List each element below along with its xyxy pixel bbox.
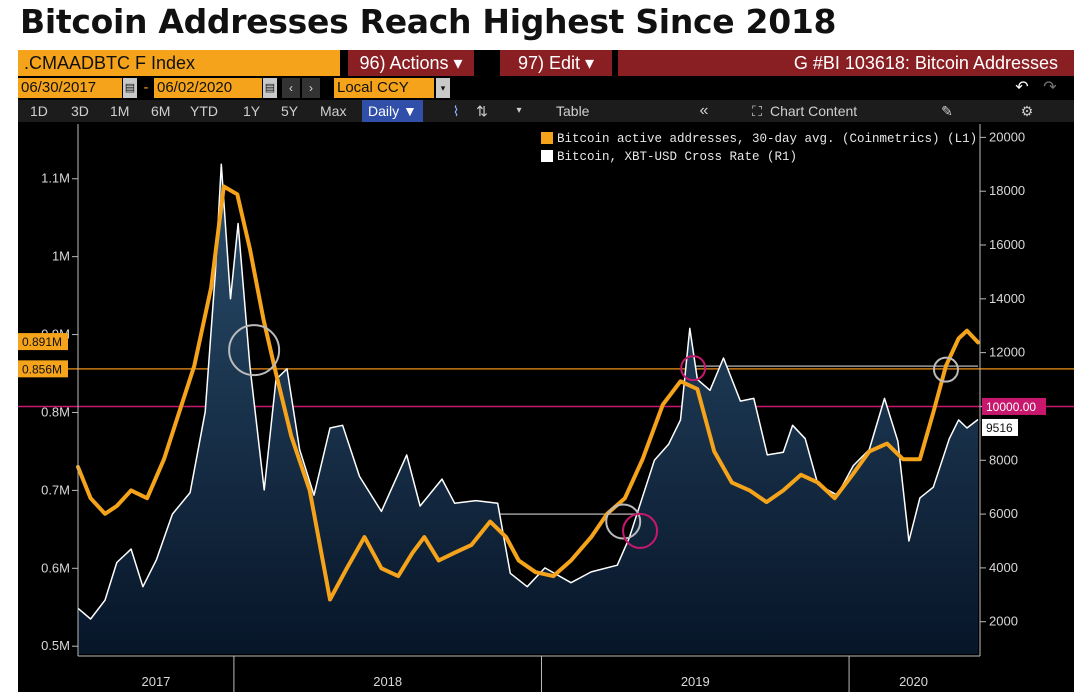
last-price-tag-bg xyxy=(982,418,1018,436)
x-tick-label-2020: 2020 xyxy=(899,674,928,689)
legend-swatch-price xyxy=(541,150,553,162)
undo-icon[interactable]: ↶ xyxy=(1015,79,1029,96)
currency-select[interactable]: Local CCY xyxy=(334,78,434,98)
headline: Bitcoin Addresses Reach Highest Since 20… xyxy=(20,2,837,41)
chart-content-icon: ⛶ xyxy=(752,103,762,119)
chart-title: G #BI 103618: Bitcoin Addresses xyxy=(618,50,1074,76)
period-3d-button[interactable]: 3D xyxy=(71,103,89,119)
x-tick-label-2018: 2018 xyxy=(373,674,402,689)
right-value-tag-2: 10000.00 xyxy=(986,400,1036,414)
x-tick-label-2019: 2019 xyxy=(681,674,710,689)
right-tick-label-5: 12000 xyxy=(989,345,1025,360)
legend-label-addresses: Bitcoin active addresses, 30-day avg. (C… xyxy=(557,132,977,146)
highlight-circle-2 xyxy=(622,512,659,549)
period-max-button[interactable]: Max xyxy=(320,103,347,119)
currency-dropdown-icon[interactable]: ▾ xyxy=(436,78,450,98)
date-range-bar: 06/30/2017 ▤ - 06/02/2020 ▤ ‹ › Local CC… xyxy=(18,78,1074,98)
left-tick-label-5: 1M xyxy=(52,249,70,264)
frequency-dropdown[interactable]: Daily ▼ xyxy=(362,100,423,122)
right-tick-label-7: 16000 xyxy=(989,237,1025,252)
top-toolbar: .CMAADBTC F Index 96) Actions ▾ 97) Edit… xyxy=(18,50,1074,76)
legend-label-price: Bitcoin, XBT-USD Cross Rate (R1) xyxy=(557,150,797,164)
end-calendar-icon[interactable]: ▤ xyxy=(263,78,277,98)
right-tick-label-9: 20000 xyxy=(989,129,1025,144)
left-value-tag-0-bg xyxy=(18,333,68,351)
options-dropdown-icon[interactable]: ▾ xyxy=(516,105,522,116)
period-1d-button[interactable]: 1D xyxy=(30,103,48,119)
collapse-icon[interactable]: « xyxy=(699,102,709,119)
prev-period-icon[interactable]: ‹ xyxy=(282,78,300,98)
overlay-layer xyxy=(228,324,959,549)
chart-area: 0.5M0.6M0.7M0.8M0.9M1M1.1M20004000600080… xyxy=(18,124,1074,692)
highlight-circle-0 xyxy=(228,324,281,377)
redo-icon[interactable]: ↷ xyxy=(1043,79,1057,96)
chart-content-button[interactable]: Chart Content xyxy=(770,103,858,119)
reference-layer xyxy=(18,365,1074,515)
left-tick-label-1: 0.6M xyxy=(41,560,70,575)
sort-icon[interactable]: ⇅ xyxy=(476,103,488,119)
price-area xyxy=(78,164,978,655)
highlight-circle-3 xyxy=(680,355,707,382)
right-tick-label-2: 6000 xyxy=(989,506,1018,521)
highlight-circle-4 xyxy=(932,356,959,383)
edit-menu-button[interactable]: 97) Edit ▾ xyxy=(500,50,612,76)
next-period-icon[interactable]: › xyxy=(302,78,320,98)
edit-chart-icon[interactable]: ✎ xyxy=(941,103,953,119)
end-date-field[interactable]: 06/02/2020 xyxy=(154,78,262,98)
right-tick-label-1: 4000 xyxy=(989,560,1018,575)
left-tick-label-0: 0.5M xyxy=(41,638,70,653)
left-value-tag-0: 0.891M xyxy=(22,335,62,349)
left-tick-label-2: 0.7M xyxy=(41,482,70,497)
x-tick-label-2017: 2017 xyxy=(141,674,170,689)
bloomberg-terminal: .CMAADBTC F Index 96) Actions ▾ 97) Edit… xyxy=(18,50,1074,692)
settings-icon[interactable]: ⚙ xyxy=(1020,103,1034,119)
left-tick-label-3: 0.8M xyxy=(41,404,70,419)
ticker-field[interactable]: .CMAADBTC F Index xyxy=(18,50,340,76)
last-price-tag: 9516 xyxy=(986,421,1013,435)
right-tick-label-0: 2000 xyxy=(989,614,1018,629)
period-ytd-button[interactable]: YTD xyxy=(190,103,218,119)
start-date-field[interactable]: 06/30/2017 xyxy=(18,78,122,98)
date-separator: - xyxy=(143,79,149,96)
period-toolbar: 1D 3D 1M 6M YTD 1Y 5Y Max Daily ▼ ⌇ ⇅ ▾ … xyxy=(18,100,1074,122)
right-tick-label-6: 14000 xyxy=(989,291,1025,306)
addresses-line xyxy=(76,184,980,602)
highlight-circle-1 xyxy=(605,503,642,540)
table-button[interactable]: Table xyxy=(556,103,590,119)
start-calendar-icon[interactable]: ▤ xyxy=(123,78,137,98)
period-1y-button[interactable]: 1Y xyxy=(243,103,261,119)
left-tick-label-6: 1.1M xyxy=(41,171,70,186)
legend: Bitcoin active addresses, 30-day avg. (C… xyxy=(541,132,977,164)
right-tick-label-8: 18000 xyxy=(989,183,1025,198)
legend-swatch-addresses xyxy=(541,132,553,144)
right-value-tag-2-bg xyxy=(982,397,1046,415)
series-layer xyxy=(76,163,980,655)
period-1m-button[interactable]: 1M xyxy=(110,103,130,119)
left-value-tag-1: 0.856M xyxy=(22,362,62,376)
axis-layer: 0.5M0.6M0.7M0.8M0.9M1M1.1M20004000600080… xyxy=(18,124,1046,692)
line-chart-icon[interactable]: ⌇ xyxy=(452,103,460,119)
period-6m-button[interactable]: 6M xyxy=(151,103,171,119)
left-value-tag-1-bg xyxy=(18,360,68,378)
actions-menu-button[interactable]: 96) Actions ▾ xyxy=(348,50,474,76)
period-5y-button[interactable]: 5Y xyxy=(281,103,299,119)
right-tick-label-3: 8000 xyxy=(989,452,1018,467)
